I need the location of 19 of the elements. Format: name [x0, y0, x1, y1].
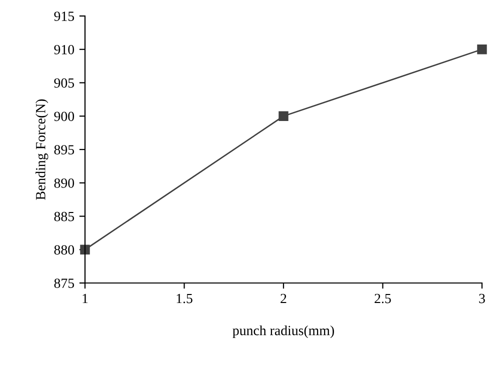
x-axis-title: punch radius(mm) — [232, 325, 334, 338]
point — [278, 111, 288, 121]
x-tick-label: 1.5 — [176, 294, 192, 304]
x-tick-label: 2.5 — [374, 294, 391, 304]
y-tick-label: 875 — [54, 278, 74, 288]
y-tick-label: 915 — [54, 12, 74, 21]
y-tick-label: 890 — [54, 178, 74, 188]
y-tick-label: 900 — [54, 112, 74, 122]
y-tick-label: 880 — [54, 245, 74, 255]
y-tick-label: 895 — [54, 145, 74, 154]
x-tick-label: 1 — [82, 294, 88, 304]
point — [80, 244, 90, 254]
x-tick-label: 3 — [479, 294, 485, 304]
y-tick-label: 905 — [54, 78, 74, 88]
y-tick-label: 885 — [54, 212, 74, 222]
y-axis-title: Bending Force(N) — [36, 99, 48, 200]
x-tick-label: 2 — [280, 294, 286, 304]
point — [477, 44, 487, 54]
y-tick-label: 910 — [54, 44, 74, 54]
